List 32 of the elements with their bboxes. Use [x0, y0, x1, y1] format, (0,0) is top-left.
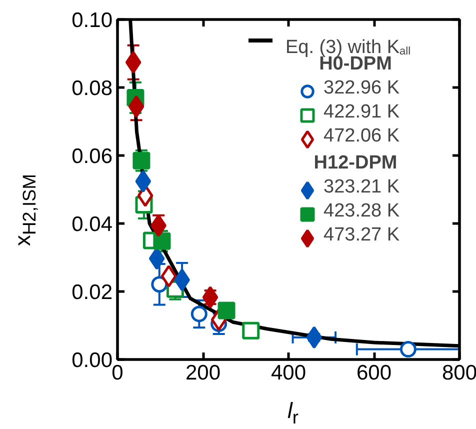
x-axis-title: l$_{r}$: [288, 398, 298, 428]
legend-label: 322.96 K: [324, 78, 400, 98]
legend-label: 323.21 K: [324, 176, 400, 198]
y-tick-label: 0.06: [72, 145, 113, 168]
point: [151, 276, 168, 293]
legend-label: 472.06 K: [324, 126, 400, 146]
annotation: H12-DPM: [314, 152, 398, 174]
legend-label: 473.27 K: [324, 224, 400, 246]
legend-label: 422.91 K: [324, 102, 400, 122]
point: [135, 170, 152, 193]
x-tick-label: 200: [185, 362, 221, 384]
point: [160, 264, 177, 288]
point: [128, 95, 144, 118]
x-tick-label: 600: [356, 362, 392, 384]
point: [202, 286, 218, 309]
y-tick-label: 0.02: [72, 281, 113, 304]
legend-label: 423.28 K: [324, 200, 400, 222]
x-tick-label: 800: [442, 362, 476, 384]
point: [400, 341, 416, 358]
point: [218, 302, 236, 320]
y-tick-label: 0.04: [72, 213, 113, 236]
point: [306, 326, 322, 349]
y-tick-label: 0.10: [72, 9, 113, 32]
point: [125, 51, 142, 74]
point: [190, 306, 208, 322]
y-tick-label: 0.00: [72, 349, 113, 372]
point: [242, 322, 260, 340]
y-tick-label: 0.08: [72, 77, 113, 100]
x-tick-label: 0: [112, 362, 124, 384]
x-tick-label: 400: [270, 362, 306, 384]
point: [132, 152, 150, 170]
point: [153, 232, 171, 250]
